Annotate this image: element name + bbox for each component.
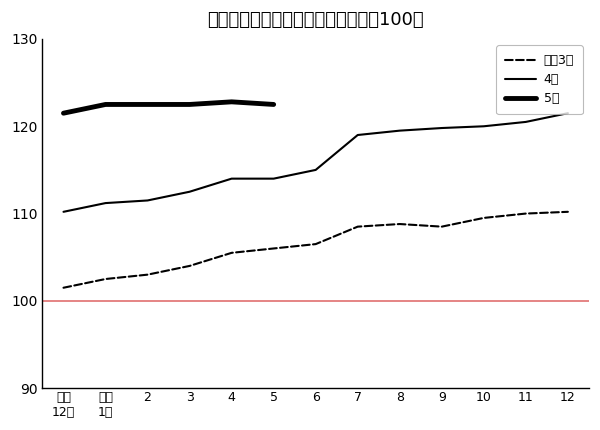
5年 bbox=[60, 111, 67, 116]
令和3年 bbox=[438, 224, 445, 229]
4年 bbox=[144, 198, 151, 203]
5年 bbox=[144, 102, 151, 107]
5年 bbox=[270, 102, 277, 107]
令和3年 bbox=[480, 215, 487, 221]
4年 bbox=[186, 189, 193, 194]
4年 bbox=[60, 209, 67, 215]
Title: 農業生産資材価格指数（令和２年＝100）: 農業生産資材価格指数（令和２年＝100） bbox=[208, 11, 424, 29]
4年 bbox=[312, 167, 319, 172]
4年 bbox=[480, 124, 487, 129]
Line: 4年: 4年 bbox=[64, 113, 568, 212]
令和3年 bbox=[228, 250, 235, 255]
令和3年 bbox=[60, 285, 67, 290]
4年 bbox=[354, 132, 361, 138]
5年 bbox=[186, 102, 193, 107]
令和3年 bbox=[270, 246, 277, 251]
Line: 5年: 5年 bbox=[64, 102, 274, 113]
令和3年 bbox=[102, 276, 109, 282]
4年 bbox=[228, 176, 235, 181]
4年 bbox=[102, 200, 109, 206]
4年 bbox=[270, 176, 277, 181]
4年 bbox=[396, 128, 403, 133]
4年 bbox=[438, 126, 445, 131]
令和3年 bbox=[564, 209, 571, 215]
5年 bbox=[228, 99, 235, 104]
Line: 令和3年: 令和3年 bbox=[64, 212, 568, 288]
令和3年 bbox=[144, 272, 151, 277]
令和3年 bbox=[396, 221, 403, 227]
令和3年 bbox=[312, 242, 319, 247]
令和3年 bbox=[354, 224, 361, 229]
4年 bbox=[522, 120, 529, 125]
Legend: 令和3年, 4年, 5年: 令和3年, 4年, 5年 bbox=[496, 45, 583, 114]
令和3年 bbox=[186, 263, 193, 268]
令和3年 bbox=[522, 211, 529, 216]
4年 bbox=[564, 111, 571, 116]
5年 bbox=[102, 102, 109, 107]
